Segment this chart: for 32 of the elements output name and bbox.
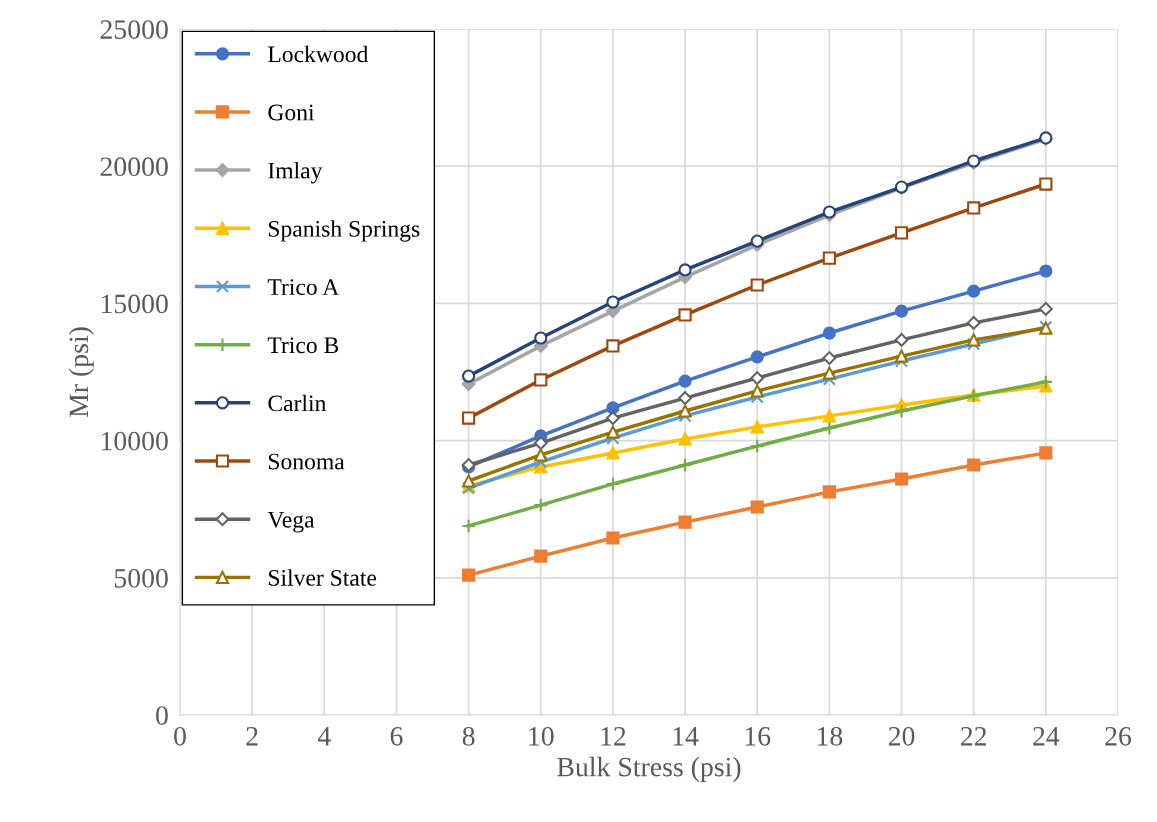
y-tick-label: 10000 xyxy=(101,431,168,451)
x-tick-label: 6 xyxy=(390,726,403,746)
y-tick-label: 5000 xyxy=(114,568,168,588)
x-tick-label: 26 xyxy=(1105,726,1132,746)
x-tick-label: 8 xyxy=(462,726,475,746)
legend-label: Carlin xyxy=(268,394,327,412)
y-tick-label: 25000 xyxy=(100,20,168,39)
x-tick-label: 10 xyxy=(529,726,554,746)
y-axis-title: Mr (psi) xyxy=(68,327,94,418)
legend-label: Vega xyxy=(267,511,315,533)
x-tick-label: 22 xyxy=(961,726,987,746)
y-tick-label: 15000 xyxy=(101,294,168,314)
legend-label: Trico B xyxy=(267,337,339,354)
legend-label: Goni xyxy=(268,104,315,121)
y-tick-label: 0 xyxy=(156,706,168,725)
x-tick-label: 2 xyxy=(246,726,258,746)
y-tick-label: 20000 xyxy=(100,157,168,177)
legend-label: Imlay xyxy=(268,161,323,184)
x-tick-label: 12 xyxy=(601,726,626,746)
legend-label: Spanish Springs xyxy=(268,220,420,242)
x-tick-label: 20 xyxy=(888,726,915,746)
x-tick-label: 4 xyxy=(317,727,331,746)
legend-label: Sonoma xyxy=(268,453,345,470)
x-tick-label: 0 xyxy=(174,726,186,746)
x-tick-label: 14 xyxy=(673,727,699,746)
legend-label: Silver State xyxy=(268,569,377,586)
x-tick-label: 18 xyxy=(817,726,843,746)
x-tick-label: 24 xyxy=(1033,726,1060,746)
x-axis-title: Bulk Stress (psi) xyxy=(557,756,741,783)
legend-label: Trico A xyxy=(267,279,340,296)
x-tick-label: 16 xyxy=(745,726,771,746)
legend-label: Lockwood xyxy=(268,45,369,63)
